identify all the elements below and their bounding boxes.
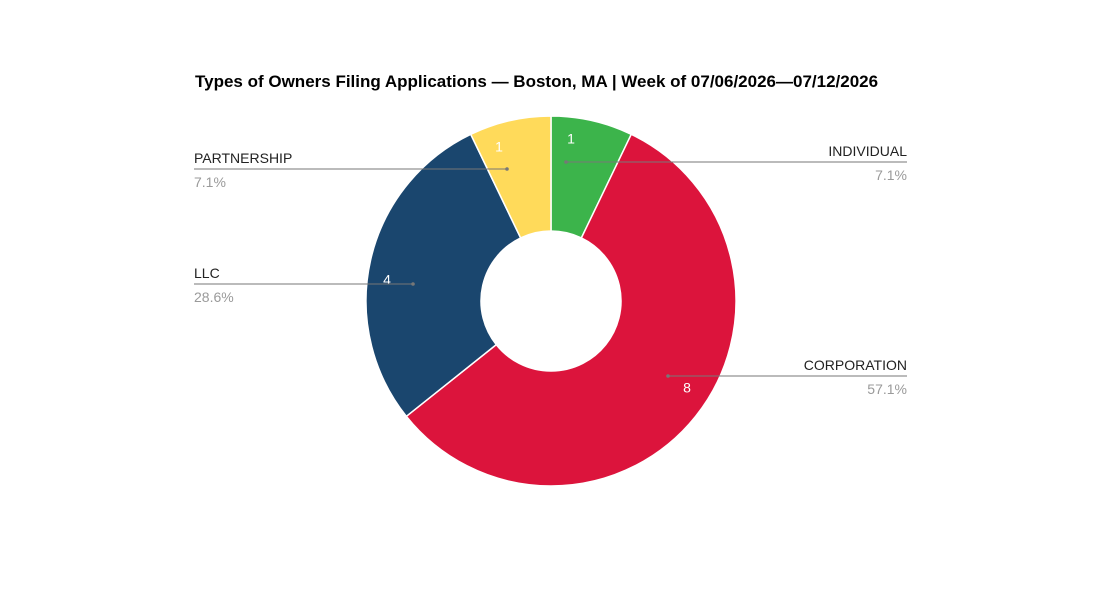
callout-label: CORPORATION [804, 357, 907, 373]
callout-llc: LLC 28.6% [194, 265, 415, 305]
callout-percent: 57.1% [867, 381, 907, 397]
callout-partnership: PARTNERSHIP 7.1% [194, 150, 509, 190]
slice-corporation [405, 133, 737, 487]
leader-dot [411, 282, 415, 286]
slice-value-corporation: 8 [683, 380, 691, 396]
callout-corporation: CORPORATION 57.1% [666, 357, 907, 397]
leader-dot [564, 160, 568, 164]
callout-percent: 7.1% [875, 167, 907, 183]
leader-dot [505, 167, 509, 171]
chart-title: Types of Owners Filing Applications — Bo… [195, 72, 879, 91]
slice-llc [365, 133, 522, 418]
callouts-layer: INDIVIDUAL 7.1% CORPORATION 57.1% LLC 28.6% PA… [194, 143, 907, 397]
slice-partnership [469, 115, 552, 239]
slices-layer [365, 115, 737, 487]
callout-percent: 28.6% [194, 289, 234, 305]
slice-value-partnership: 1 [495, 139, 503, 155]
callout-label: LLC [194, 265, 220, 281]
slice-value-llc: 4 [383, 272, 391, 288]
callout-label: PARTNERSHIP [194, 150, 292, 166]
callout-label: INDIVIDUAL [828, 143, 907, 159]
slice-value-individual: 1 [567, 131, 575, 147]
callout-percent: 7.1% [194, 174, 226, 190]
callout-individual: INDIVIDUAL 7.1% [564, 143, 907, 183]
leader-dot [666, 374, 670, 378]
